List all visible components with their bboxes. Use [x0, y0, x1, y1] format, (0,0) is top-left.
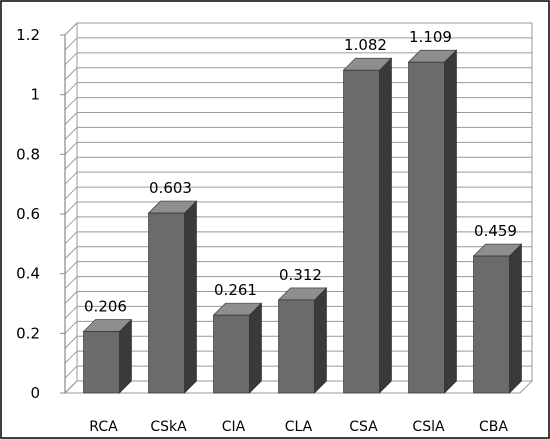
bar-side	[379, 57, 392, 394]
x-tick-label: CSkA	[150, 419, 187, 435]
y-tick-label: 0.8	[16, 145, 40, 163]
bar	[407, 49, 458, 394]
gridline-side	[64, 52, 78, 66]
bar	[472, 243, 523, 394]
bar-front	[83, 331, 120, 394]
gridline-side	[64, 201, 78, 215]
bar-front	[473, 255, 510, 394]
gridline-side	[64, 22, 78, 36]
bars	[82, 49, 523, 394]
y-axis: 0 0.2 0.4 0.6 0.8 1 1.2	[16, 26, 66, 402]
gridline-side	[64, 186, 78, 200]
bar-side	[249, 302, 262, 394]
x-tick-label: CIA	[222, 419, 246, 435]
y-tick-label: 0	[30, 384, 40, 402]
x-tick-label: CBA	[479, 419, 508, 435]
x-tick-label: CSA	[349, 419, 378, 435]
y-tick-label: 0.2	[16, 324, 40, 342]
bar-side	[314, 287, 327, 394]
y-tick-label: 0.4	[16, 265, 40, 283]
bar	[342, 57, 393, 394]
bar-front	[343, 69, 380, 394]
x-tick-label: RCA	[89, 419, 118, 435]
bar-front	[148, 212, 185, 394]
data-label: 1.109	[409, 28, 452, 46]
x-tick-label: CLA	[285, 419, 313, 435]
data-labels: 0.206 0.603 0.261 0.312 1.082 1.109 0.459	[84, 28, 517, 315]
gridline-side	[64, 141, 78, 155]
gridline-side	[64, 335, 78, 349]
data-label: 1.082	[344, 36, 387, 54]
bar	[147, 200, 198, 394]
gridline-side	[64, 306, 78, 319]
bar-side	[509, 243, 522, 394]
data-label: 0.603	[149, 179, 192, 197]
bar-side	[184, 200, 197, 394]
gridline-side	[64, 291, 78, 304]
gridline-side	[64, 37, 78, 51]
y-tick-label: 0.6	[16, 205, 40, 223]
data-label: 0.206	[84, 298, 127, 316]
gridline-side	[64, 171, 78, 185]
bar-side	[444, 49, 457, 394]
data-label: 0.459	[474, 222, 517, 240]
bar	[82, 318, 133, 394]
gridline-side	[64, 246, 78, 260]
gridline-side	[64, 112, 78, 125]
gridline-side	[64, 261, 78, 275]
gridline-side	[64, 380, 78, 394]
gridline-side	[64, 97, 78, 110]
x-tick-label: CSlA	[412, 419, 445, 435]
gridline-side	[64, 156, 78, 170]
gridline-side	[64, 216, 78, 230]
data-label: 0.312	[279, 266, 322, 284]
data-label: 0.261	[214, 281, 257, 299]
gridline-side	[64, 67, 78, 81]
gridline-side	[64, 365, 78, 379]
bar-front	[408, 61, 445, 394]
gridline-side	[64, 276, 78, 289]
gridline-side	[64, 320, 78, 334]
bar-front	[278, 299, 315, 394]
y-tick-label: 1	[30, 86, 40, 104]
x-axis: RCA CSkA CIA CLA CSA CSlA CBA	[89, 419, 508, 435]
bar-front	[213, 314, 250, 394]
y-tick-label: 1.2	[16, 26, 40, 44]
bar	[212, 302, 263, 394]
bar-side	[119, 318, 132, 394]
gridline-side	[64, 127, 78, 140]
gridline-side	[64, 82, 78, 96]
gridline-side	[64, 231, 78, 245]
bar	[277, 287, 328, 394]
gridline-side	[64, 350, 78, 364]
